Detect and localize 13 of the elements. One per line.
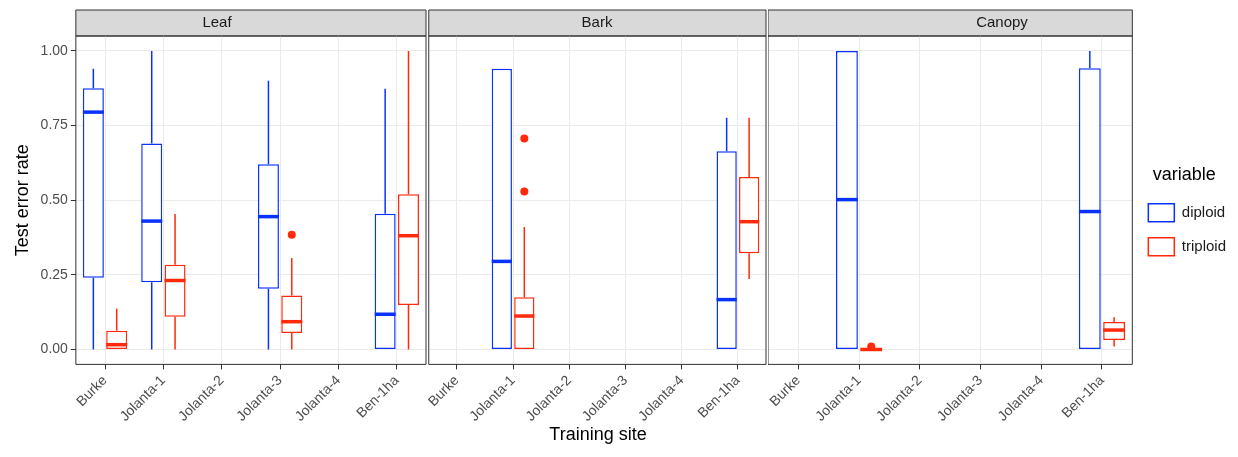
chart-title: Leaf [202, 13, 233, 31]
x-axis-title: Training site [548, 424, 648, 445]
y-tick-label: 0.50 [40, 191, 69, 208]
chart-title: Canopy [976, 13, 1029, 31]
y-tick-label: 0.00 [40, 340, 69, 357]
y-tick-label: 0.75 [40, 116, 69, 133]
y-axis-title: Test error rate [11, 144, 32, 257]
y-tick-label: 1.00 [40, 41, 69, 58]
chart-title: Bark [581, 13, 613, 31]
legend-title: variable [1152, 164, 1216, 185]
legend-label: diploid [1181, 202, 1226, 220]
legend-label: triploid [1181, 236, 1226, 254]
y-tick-label: 0.25 [40, 265, 69, 282]
